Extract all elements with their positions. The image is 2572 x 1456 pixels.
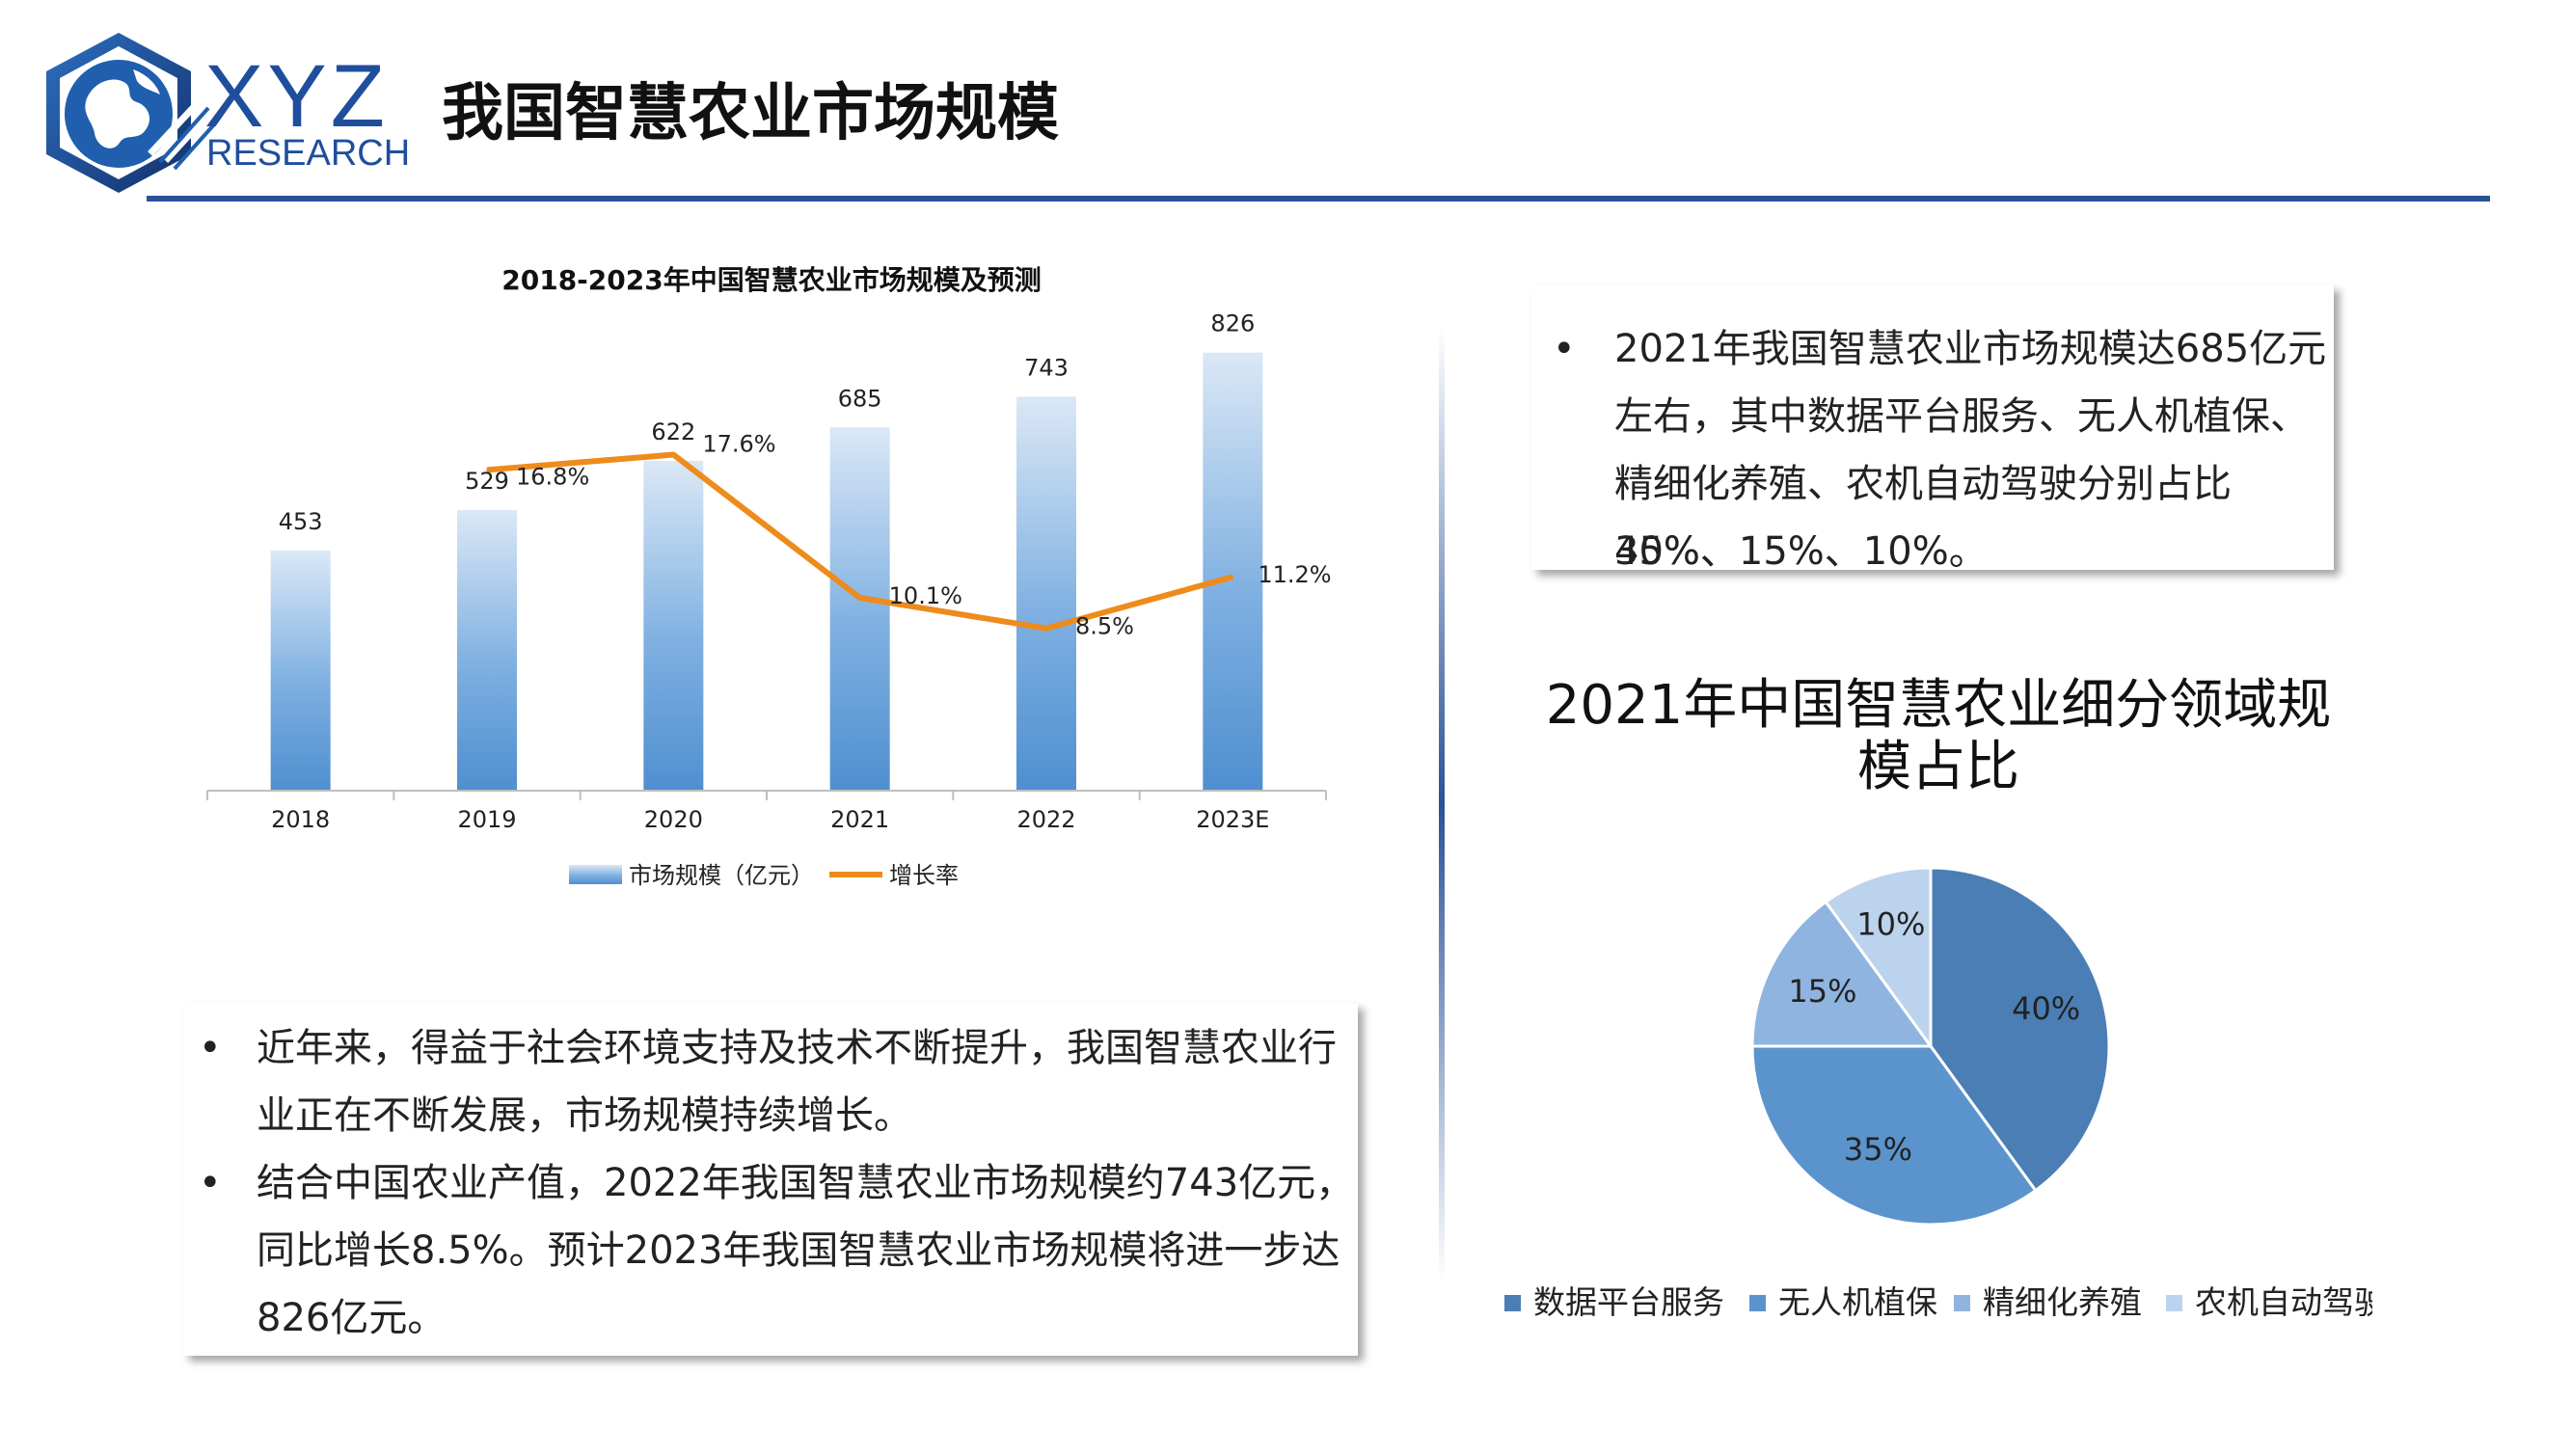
growth-rate-label: 16.8%: [516, 463, 589, 490]
market-size-chart: 2018-2023年中国智慧农业市场规模及预测 2018 2019 2020 2021…: [206, 264, 1332, 889]
legend-swatch-market-size: [569, 865, 622, 884]
bar-value-label: 685: [838, 385, 882, 412]
brand-name: XYZ: [204, 47, 389, 146]
x-tick-label: 2022: [1016, 806, 1075, 833]
left-line-3: 结合中国农业产值，2022年我国智慧农业市场规模约743亿元，: [257, 1161, 1355, 1205]
bar-2020: [643, 460, 704, 791]
growth-point: [1045, 627, 1047, 630]
legend-label-market-size: 市场规模（亿元）: [629, 862, 814, 889]
left-line-5: 826亿元。: [257, 1296, 447, 1340]
pie-chart-title: 2021年中国智慧农业细分领域规模占比: [1545, 674, 2332, 798]
bar-value-label: 453: [279, 508, 323, 535]
bar-value-label: 743: [1024, 354, 1069, 381]
segment-share-pie-chart: 40% 35% 15%10% 数据平台服务 无人机植保 精细化养殖 农机自动驾驶: [1504, 866, 2372, 1321]
bar-2019: [457, 510, 517, 791]
bullet-2-symbol: •: [199, 1161, 222, 1205]
growth-point: [858, 597, 861, 600]
x-tick-label: 2018: [271, 806, 330, 833]
growth-rate-label: 17.6%: [702, 431, 775, 458]
pie-legend-swatch: [1749, 1295, 1766, 1311]
bar-2022: [1016, 396, 1076, 791]
left-line-1: 近年来，得益于社会环境支持及技术不断提升，我国智慧农业行: [257, 1026, 1337, 1070]
pie-legend-swatch: [2166, 1295, 2182, 1311]
pie-legend-label: 精细化养殖: [1983, 1283, 2142, 1321]
pie-slice-4: [1824, 866, 1933, 1051]
pie-legend-label: 数据平台服务: [1533, 1283, 1724, 1321]
bar-value-label: 826: [1210, 310, 1255, 337]
x-tick-label: 2021: [830, 806, 889, 833]
growth-point: [486, 469, 488, 472]
title-divider: [147, 196, 2490, 202]
pie-slice-label: 10%: [1856, 905, 1925, 942]
pie-slice-2: [1750, 1044, 2038, 1227]
right-line-1: 2021年我国智慧农业市场规模达685亿元: [1614, 327, 2327, 371]
left-line-4: 同比增长8.5%。预计2023年我国智慧农业市场规模将进一步达: [257, 1228, 1340, 1273]
right-line-2: 左右，其中数据平台服务、无人机植保、: [1614, 394, 2309, 439]
pie-legend-label: 无人机植保: [1778, 1283, 1937, 1321]
x-tick-label: 2023E: [1196, 806, 1269, 833]
bar-2021: [829, 427, 890, 791]
pie-legend-label: 农机自动驾驶: [2195, 1283, 2372, 1321]
left-line-2: 业正在不断发展，市场规模持续增长。: [257, 1093, 912, 1138]
growth-rate-label: 11.2%: [1258, 561, 1331, 588]
x-tick-label: 2019: [457, 806, 516, 833]
pie-slice-3: [1750, 900, 1934, 1048]
pie-legend-swatch: [1504, 1295, 1521, 1311]
pie-slice-label: 35%: [1844, 1131, 1912, 1168]
left-summary-box: • 近年来，得益于社会环境支持及技术不断提升，我国智慧农业行 业正在不断发展，市…: [183, 1003, 1358, 1356]
growth-rate-label: 10.1%: [889, 582, 962, 609]
pie-slice-label: 40%: [2012, 990, 2080, 1027]
globe-hexagon-icon: [46, 33, 221, 193]
center-divider: [1439, 328, 1445, 1282]
bullet-1-symbol: •: [199, 1026, 222, 1070]
right-summary-box: • 2021年我国智慧农业市场规模达685亿元 左右，其中数据平台服务、无人机植…: [1531, 284, 2334, 574]
x-tick-label: 2020: [644, 806, 703, 833]
growth-point: [672, 453, 675, 456]
page-title: 我国智慧农业市场规模: [442, 78, 1059, 149]
growth-point: [1232, 576, 1234, 579]
pie-legend-swatch: [1954, 1295, 1970, 1311]
bar-2018: [270, 550, 331, 791]
bar-value-label: 529: [465, 468, 509, 495]
bullet-3-symbol: •: [1553, 327, 1576, 371]
legend-label-growth-rate: 增长率: [889, 862, 959, 889]
right-line-3: 精细化养殖、农机自动驾驶分别占比40%、: [1614, 462, 2232, 574]
pie-slice-label: 15%: [1788, 973, 1856, 1010]
right-line-4: 35%、15%、10%。: [1614, 529, 1988, 574]
brand-subtitle: RESEARCH: [206, 133, 411, 174]
bar-value-label: 622: [651, 418, 695, 445]
pie-slice-1: [1929, 866, 2111, 1193]
bar-2023E: [1203, 352, 1263, 791]
bar-chart-title: 2018-2023年中国智慧农业市场规模及预测: [501, 264, 1041, 296]
growth-rate-label: 8.5%: [1075, 613, 1134, 640]
